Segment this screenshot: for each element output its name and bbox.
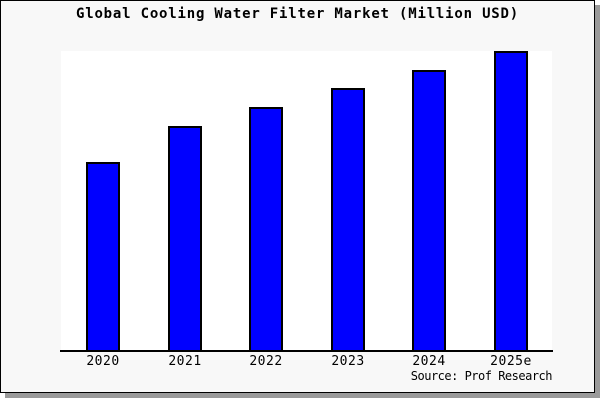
bar-2024 <box>412 70 446 350</box>
x-axis-label-2023: 2023 <box>331 354 365 369</box>
x-axis-label-2025e: 2025e <box>490 354 532 369</box>
x-axis-labels: 2020 2021 2022 2023 2024 2025e <box>61 354 552 370</box>
plot-area <box>60 51 553 352</box>
bar-2020 <box>86 162 120 350</box>
bar-2023 <box>331 88 365 350</box>
chart-title: Global Cooling Water Filter Market (Mill… <box>76 6 519 22</box>
bar-2021 <box>168 126 202 350</box>
bar-2025e <box>494 51 528 350</box>
x-axis-label-2022: 2022 <box>249 354 283 369</box>
x-axis-label-2020: 2020 <box>86 354 120 369</box>
x-axis-label-2024: 2024 <box>412 354 446 369</box>
chart-card: Global Cooling Water Filter Market (Mill… <box>0 0 595 393</box>
x-axis-label-2021: 2021 <box>168 354 202 369</box>
source-note: Source: Prof Research <box>410 369 553 383</box>
x-axis-line <box>60 350 553 352</box>
bar-2022 <box>249 107 283 350</box>
